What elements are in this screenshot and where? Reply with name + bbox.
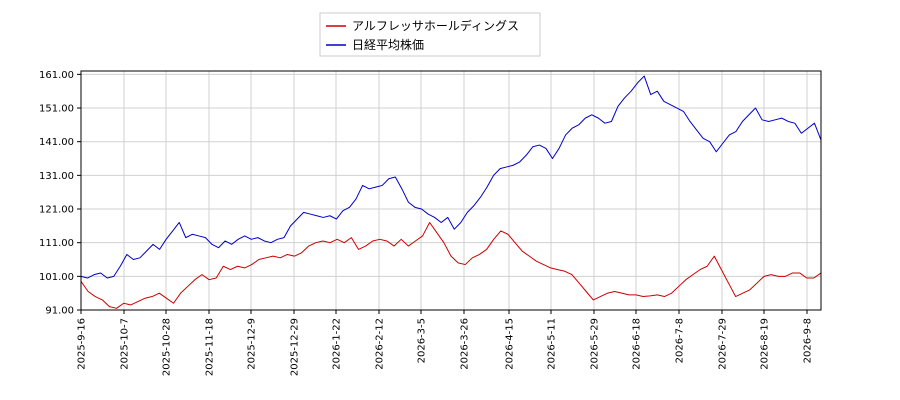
x-tick-label: 2025-9-16 <box>77 318 88 370</box>
series-lines <box>80 75 822 309</box>
x-tick-label: 2026-8-19 <box>760 318 771 370</box>
y-tick-label: 161.00 <box>39 70 74 81</box>
x-tick-label: 2026-5-11 <box>547 318 558 370</box>
series-line-0 <box>80 221 822 309</box>
x-tick-label: 2025-10-7 <box>120 318 131 370</box>
y-tick-label: 111.00 <box>39 238 74 249</box>
plot-frame <box>80 70 822 311</box>
x-tick-label: 2025-10-28 <box>162 318 173 376</box>
x-tick-label: 2026-4-15 <box>505 318 516 370</box>
y-tick-label: 121.00 <box>39 205 74 216</box>
x-tick-label: 2026-2-12 <box>375 318 386 370</box>
x-tick-label: 2025-11-18 <box>205 318 216 376</box>
x-tick-label: 2026-6-18 <box>632 318 643 370</box>
y-tick-label: 151.00 <box>39 104 74 115</box>
x-tick-label: 2026-5-29 <box>590 318 601 370</box>
x-tick-label: 2026-7-8 <box>675 318 686 363</box>
axis-ticks: 91.00 101.00 111.00 121.00 131.00 141.00 151.0… <box>39 70 814 376</box>
y-tick-label: 91.00 <box>45 306 74 317</box>
legend-label-1: 日経平均株価 <box>352 37 424 52</box>
x-tick-label: 2026-9-8 <box>803 318 814 363</box>
legend: アルフレッサホールディングス 日経平均株価 <box>319 12 541 57</box>
y-tick-label: 101.00 <box>39 272 74 283</box>
y-tick-label: 141.00 <box>39 137 74 148</box>
legend-label-0: アルフレッサホールディングス <box>352 18 519 33</box>
x-tick-label: 2026-3-5 <box>417 318 428 363</box>
x-tick-label: 2026-1-22 <box>332 318 343 370</box>
legend-box <box>319 12 541 57</box>
x-tick-label: 2025-12-29 <box>290 318 301 376</box>
x-tick-label: 2026-7-29 <box>718 318 729 370</box>
x-tick-label: 2026-3-26 <box>460 318 471 370</box>
y-tick-label: 131.00 <box>39 171 74 182</box>
x-tick-label: 2025-12-9 <box>247 318 258 370</box>
series-line-1 <box>80 75 822 279</box>
